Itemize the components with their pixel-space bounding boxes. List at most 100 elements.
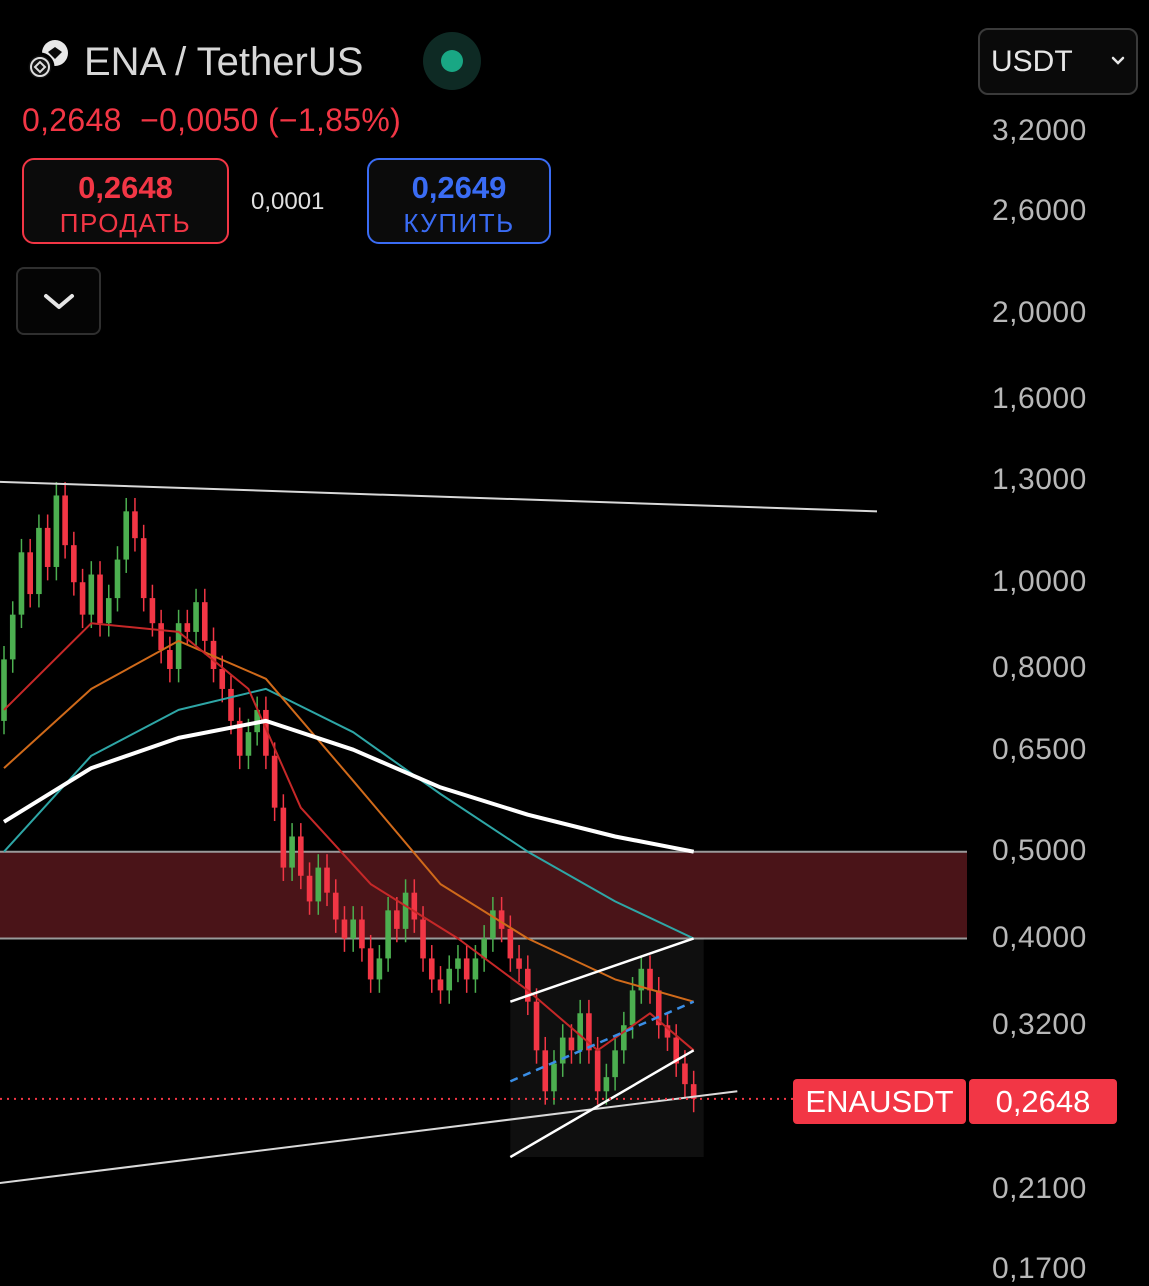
live-dot-icon: [441, 50, 463, 72]
candle: [341, 919, 348, 939]
candle: [647, 968, 653, 991]
channel-upper-line: [509, 937, 695, 1003]
candle: [428, 958, 435, 980]
price-axis-tick: 1,3000: [992, 463, 1087, 496]
price-axis-tick: 0,6500: [992, 733, 1087, 766]
candle: [1, 659, 7, 721]
candle: [350, 919, 356, 939]
candle: [236, 720, 243, 756]
moving-average-mid: [3, 639, 694, 1003]
candle: [367, 948, 374, 980]
candle: [603, 1077, 610, 1092]
candle: [132, 511, 138, 539]
candle: [507, 928, 514, 959]
sell-button[interactable]: 0,2648 ПРОДАТЬ: [22, 158, 229, 244]
trendline-lower: [0, 1090, 738, 1184]
candle: [140, 538, 147, 599]
price-axis-tick: 0,4000: [992, 921, 1087, 954]
sell-price: 0,2648: [78, 170, 173, 205]
candle: [446, 968, 453, 991]
candle: [280, 807, 287, 868]
candle: [158, 623, 164, 651]
candle: [455, 958, 461, 969]
candle: [36, 527, 42, 595]
trendline-upper: [0, 480, 878, 513]
price-axis-tick: 2,0000: [992, 296, 1087, 329]
candle: [437, 979, 444, 991]
candle: [27, 552, 33, 595]
candle: [664, 1025, 671, 1038]
price-axis-tick: 0,5000: [992, 834, 1087, 867]
candle: [219, 668, 226, 689]
candle: [568, 1037, 575, 1051]
candle: [88, 574, 95, 615]
collapse-button[interactable]: [16, 267, 101, 335]
price-axis-tick: 1,0000: [992, 565, 1087, 598]
candle: [533, 1001, 540, 1051]
price-axis-tick: 2,6000: [992, 194, 1087, 227]
symbol-title[interactable]: ENA / TetherUS: [84, 40, 364, 84]
candle: [690, 1084, 697, 1099]
price-axis-tick: 0,1700: [992, 1252, 1087, 1285]
channel-lower-line: [509, 1049, 695, 1159]
buy-price: 0,2649: [411, 170, 507, 205]
candle: [62, 495, 68, 546]
candle: [411, 892, 418, 920]
candle: [114, 559, 121, 599]
candle: [245, 732, 252, 756]
buy-label: КУПИТЬ: [403, 208, 515, 238]
candle: [621, 1025, 627, 1051]
candle: [490, 910, 496, 939]
channel-middle-line: [509, 1000, 695, 1083]
chevron-down-icon: [1111, 56, 1125, 65]
currency-value: USDT: [991, 45, 1073, 78]
candle: [175, 623, 182, 669]
last-price-tag: 0,2648: [969, 1079, 1117, 1124]
candle: [306, 875, 313, 902]
spread-value: 0,0001: [251, 188, 325, 215]
candle: [228, 688, 234, 721]
candle: [271, 755, 278, 808]
moving-average-fast: [3, 622, 695, 1052]
candle: [149, 598, 156, 624]
candle: [682, 1063, 688, 1085]
candle: [332, 892, 339, 920]
candle: [594, 1050, 601, 1092]
candle: [263, 709, 269, 756]
price-axis-tick: 0,8000: [992, 651, 1087, 684]
candle: [167, 650, 173, 669]
resistance-zone: [0, 851, 967, 939]
price-axis-tick: 1,6000: [992, 382, 1087, 415]
candle: [525, 968, 531, 1002]
moving-average-long: [2, 718, 695, 854]
candle: [586, 1013, 592, 1051]
candle: [420, 919, 426, 959]
candle: [298, 836, 304, 876]
price-axis-tick: 3,2000: [992, 114, 1087, 147]
last-price: 0,2648: [22, 102, 122, 138]
candle: [559, 1037, 566, 1064]
candle: [71, 545, 77, 583]
candle: [79, 582, 86, 615]
candle: [516, 958, 522, 969]
candle: [638, 968, 645, 991]
candle: [673, 1037, 680, 1064]
sell-label: ПРОДАТЬ: [59, 208, 192, 238]
currency-select[interactable]: USDT: [978, 28, 1138, 95]
buy-button[interactable]: 0,2649 КУПИТЬ: [367, 158, 551, 244]
candle: [44, 527, 51, 567]
candle: [184, 623, 191, 632]
candle: [324, 867, 330, 893]
chevron-down-icon: [44, 294, 74, 309]
candle: [472, 958, 479, 980]
candle: [289, 836, 295, 868]
candle: [463, 958, 470, 980]
candle: [577, 1013, 583, 1051]
candle: [402, 892, 409, 929]
candle: [498, 910, 505, 929]
candle: [655, 990, 662, 1026]
price-change-line: 0,2648 −0,0050 (−1,85%): [22, 102, 401, 139]
ena-coin-logo: [25, 40, 68, 82]
candle: [105, 598, 112, 624]
